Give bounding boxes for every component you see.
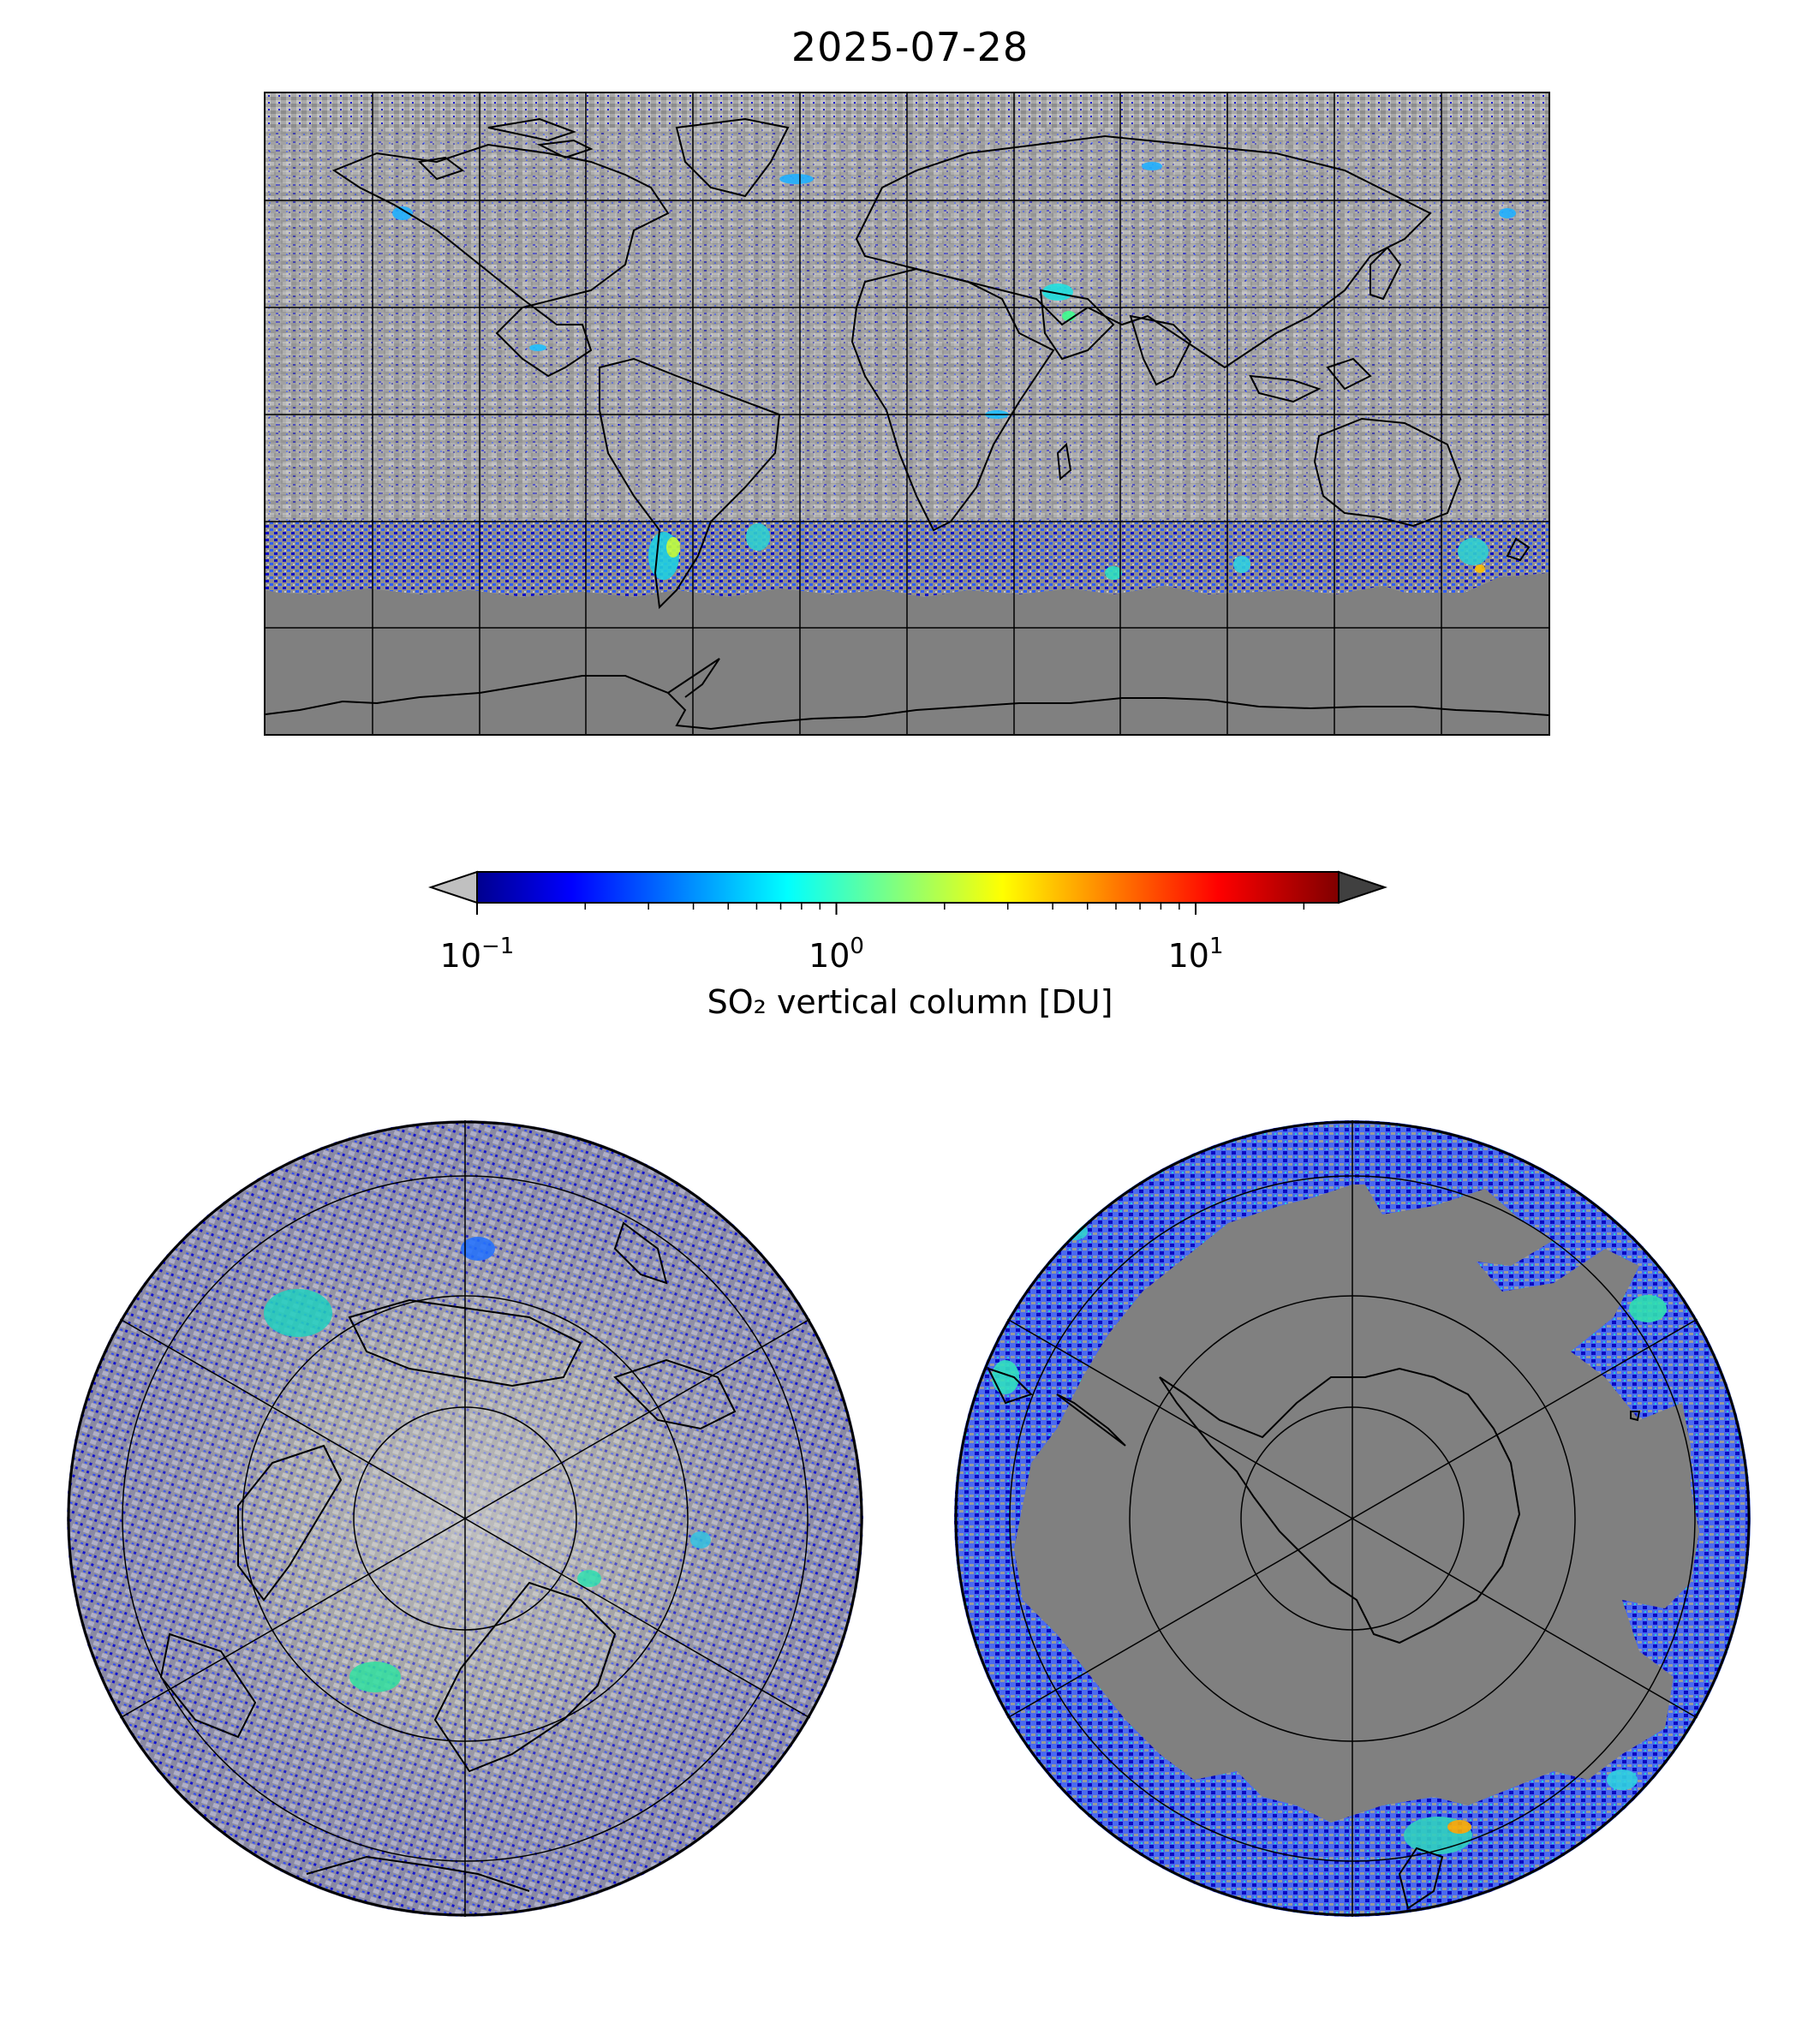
figure-title: 2025-07-28: [791, 24, 1029, 70]
north-polar-map: [67, 1120, 863, 1917]
colorbar-tick-label-2: 101: [1167, 934, 1224, 975]
colorbar-label: SO₂ vertical column [DU]: [707, 983, 1113, 1021]
colorbar-tick-label-1: 100: [809, 934, 864, 975]
colorbar: [427, 865, 1388, 1036]
colorbar-gradient: [476, 871, 1340, 904]
colorbar-tick-label-0: 10−1: [439, 934, 515, 975]
colorbar-extend-high: [1338, 870, 1388, 904]
south-polar-map: [954, 1120, 1751, 1917]
global-map-canvas: [266, 93, 1548, 734]
global-map: [264, 92, 1550, 736]
colorbar-extend-low: [427, 870, 478, 904]
